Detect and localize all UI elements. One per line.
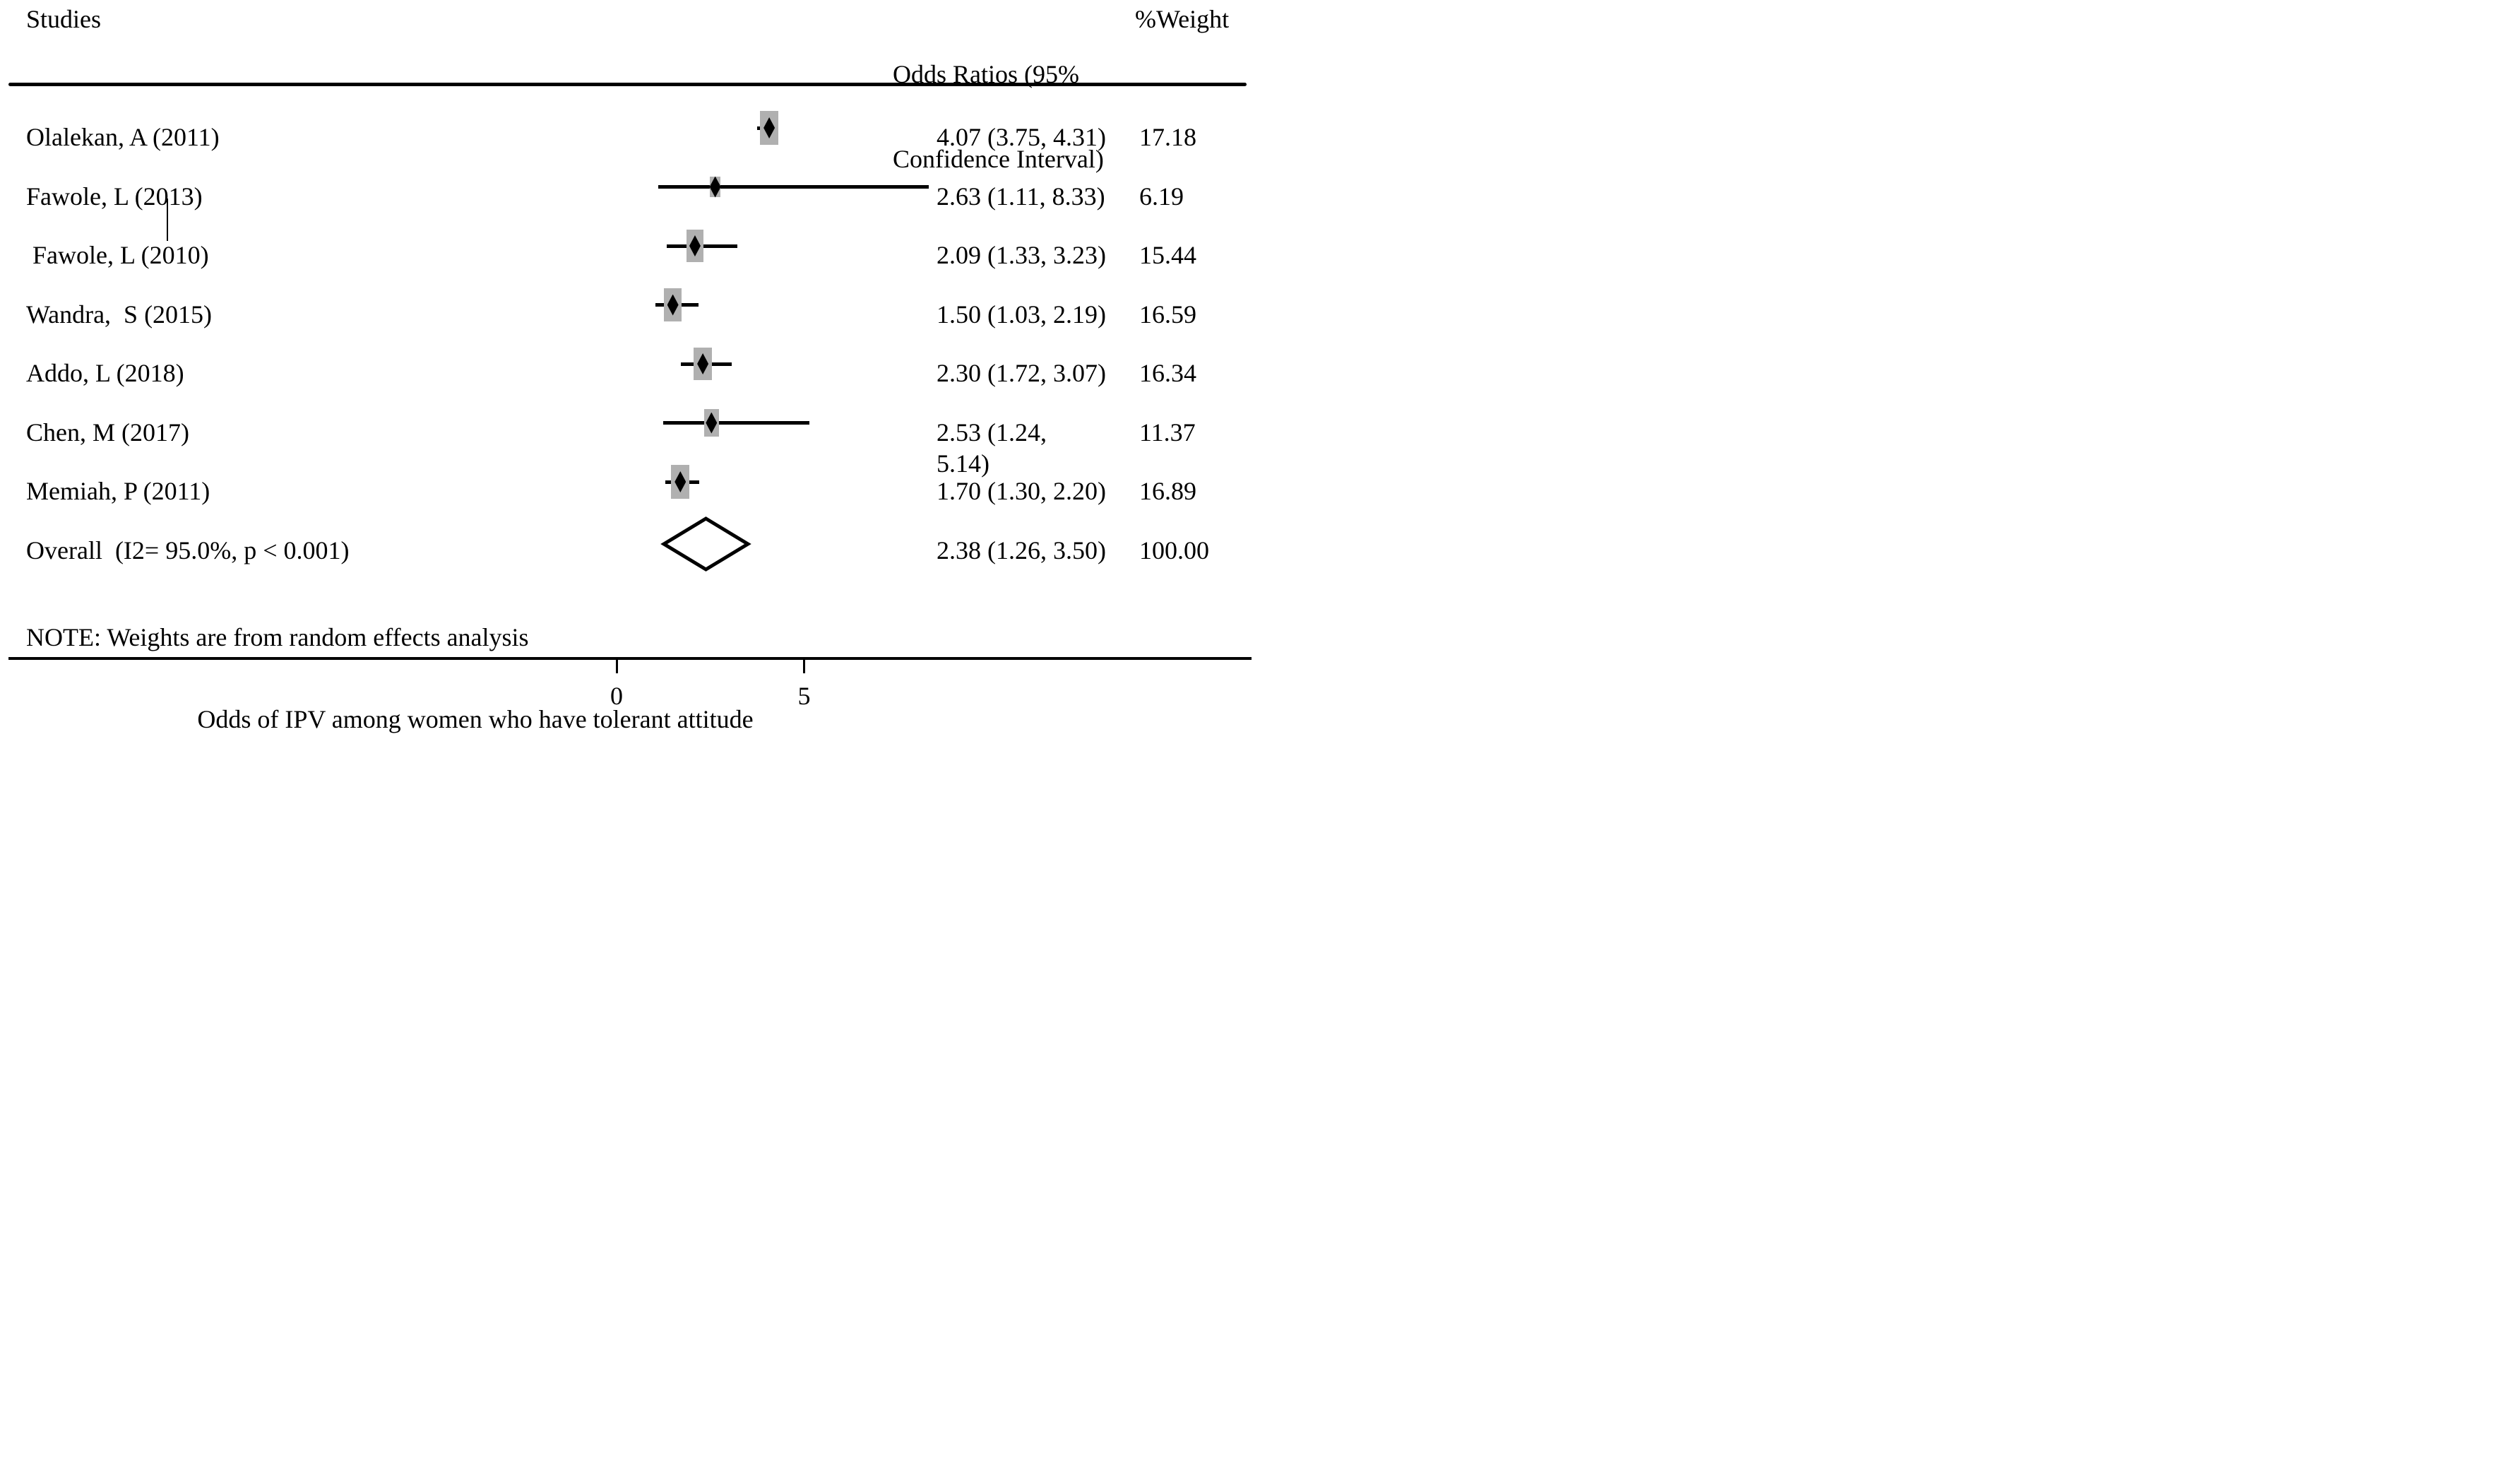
weight-value: 6.19	[1139, 182, 1184, 211]
or-value-line: 2.63 (1.11, 8.33)	[937, 182, 1105, 211]
or-value-line: 5.14)	[937, 449, 989, 478]
note-text: NOTE: Weights are from random effects an…	[26, 623, 529, 651]
point-estimate-marker	[709, 176, 721, 198]
overall-diamond	[660, 516, 751, 572]
or-value-line: 2.09 (1.33, 3.23)	[937, 241, 1106, 269]
or-value: 2.53 (1.24, 5.14)	[937, 417, 1047, 479]
point-estimate-marker	[697, 353, 709, 374]
x-axis-tick	[615, 660, 618, 673]
study-label: Olalekan, A (2011)	[26, 123, 220, 151]
x-axis-tick	[803, 660, 805, 673]
studies-column-header: Studies	[26, 5, 102, 33]
weight-value: 17.18	[1139, 123, 1196, 151]
or-value: 1.70 (1.30, 2.20)	[937, 475, 1106, 507]
study-label: Fawole, L (2013)	[26, 182, 203, 211]
weight-value: 16.34	[1139, 359, 1196, 387]
x-axis-line	[8, 657, 1252, 660]
x-axis-tick-label: 0	[610, 682, 623, 710]
or-column-header: Odds Ratios (95% Confidence Interval)	[893, 4, 1104, 230]
x-axis-tick-label: 5	[797, 682, 811, 710]
weight-value: 16.89	[1139, 477, 1196, 505]
or-value-line: 2.53 (1.24,	[937, 418, 1047, 447]
or-value: 2.63 (1.11, 8.33)	[937, 181, 1105, 212]
study-label: Memiah, P (2011)	[26, 477, 210, 505]
header-divider-rule	[8, 83, 1247, 86]
weight-value: 100.00	[1139, 536, 1209, 564]
ci-line	[658, 185, 929, 189]
or-value-line: 1.50 (1.03, 2.19)	[937, 300, 1106, 329]
study-label: Fawole, L (2010)	[26, 241, 209, 269]
point-estimate-marker	[706, 412, 718, 434]
or-value: 2.09 (1.33, 3.23)	[937, 240, 1106, 271]
or-value: 4.07 (3.75, 4.31)	[937, 122, 1106, 153]
study-label: Addo, L (2018)	[26, 359, 184, 387]
or-column-header-line1: Odds Ratios (95%	[893, 60, 1079, 88]
study-label: Chen, M (2017)	[26, 418, 189, 447]
or-column-header-line2: Confidence Interval)	[893, 145, 1104, 173]
or-value: 2.38 (1.26, 3.50)	[937, 535, 1106, 566]
weight-value: 11.37	[1139, 418, 1196, 447]
point-estimate-marker	[763, 117, 775, 138]
stray-vertical-line	[167, 199, 168, 241]
point-estimate-marker	[674, 471, 687, 492]
or-value-line: 2.30 (1.72, 3.07)	[937, 359, 1106, 387]
study-label: Wandra, S (2015)	[26, 300, 213, 329]
or-value: 1.50 (1.03, 2.19)	[937, 299, 1106, 330]
ci-line	[662, 421, 809, 425]
weight-value: 16.59	[1139, 300, 1196, 329]
weight-value: 15.44	[1139, 241, 1196, 269]
or-value: 2.30 (1.72, 3.07)	[937, 357, 1106, 389]
or-value-line: 1.70 (1.30, 2.20)	[937, 477, 1106, 505]
weight-column-header: %Weight	[1135, 5, 1230, 33]
study-label: Overall (I2= 95.0%, p < 0.001)	[26, 536, 350, 564]
or-value-line: 4.07 (3.75, 4.31)	[937, 123, 1106, 151]
point-estimate-marker	[667, 294, 679, 316]
point-estimate-marker	[689, 235, 701, 256]
or-value-line: 2.38 (1.26, 3.50)	[937, 536, 1106, 564]
forest-plot-figure: Studies Odds Ratios (95% Confidence Inte…	[0, 0, 1260, 739]
x-axis-title: Odds of IPV among women who have toleran…	[197, 705, 754, 733]
